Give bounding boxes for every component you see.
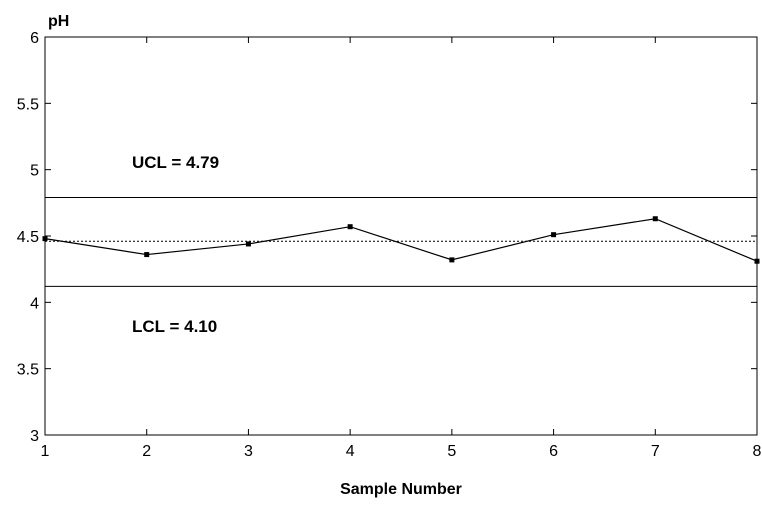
x-tick-label: 1 <box>41 443 50 460</box>
y-tick-label: 5.5 <box>17 96 39 113</box>
x-tick-label: 3 <box>244 443 253 460</box>
data-point <box>551 232 557 238</box>
data-point <box>347 224 353 230</box>
data-point <box>144 252 150 258</box>
y-tick-label: 4 <box>30 295 39 312</box>
x-tick-label: 4 <box>346 443 355 460</box>
x-tick-label: 5 <box>447 443 456 460</box>
data-point <box>245 241 251 247</box>
y-axis-label: pH <box>48 13 69 30</box>
data-point <box>754 258 760 264</box>
plot-area <box>44 36 758 436</box>
data-series <box>42 216 760 264</box>
y-tick-label: 3 <box>30 428 39 445</box>
axis-ticks: 3 3.5 4 4.5 5 5.5 6 1 2 3 4 5 6 7 8 <box>17 30 762 460</box>
y-tick-label: 6 <box>30 30 39 47</box>
x-axis-label: Sample Number <box>340 481 462 498</box>
ucl-label: UCL = 4.79 <box>132 153 219 172</box>
data-point <box>42 236 48 242</box>
x-tick-label: 7 <box>651 443 660 460</box>
y-tick-label: 3.5 <box>17 362 39 379</box>
series-line <box>44 218 758 262</box>
y-tick-label: 5 <box>30 163 39 180</box>
x-tick-label: 6 <box>549 443 558 460</box>
data-point <box>449 257 455 263</box>
lcl-label: LCL = 4.10 <box>132 317 217 336</box>
y-tick-label: 4.5 <box>17 229 39 246</box>
x-tick-label: 2 <box>142 443 151 460</box>
data-point <box>652 216 658 222</box>
x-tick-label: 8 <box>753 443 762 460</box>
